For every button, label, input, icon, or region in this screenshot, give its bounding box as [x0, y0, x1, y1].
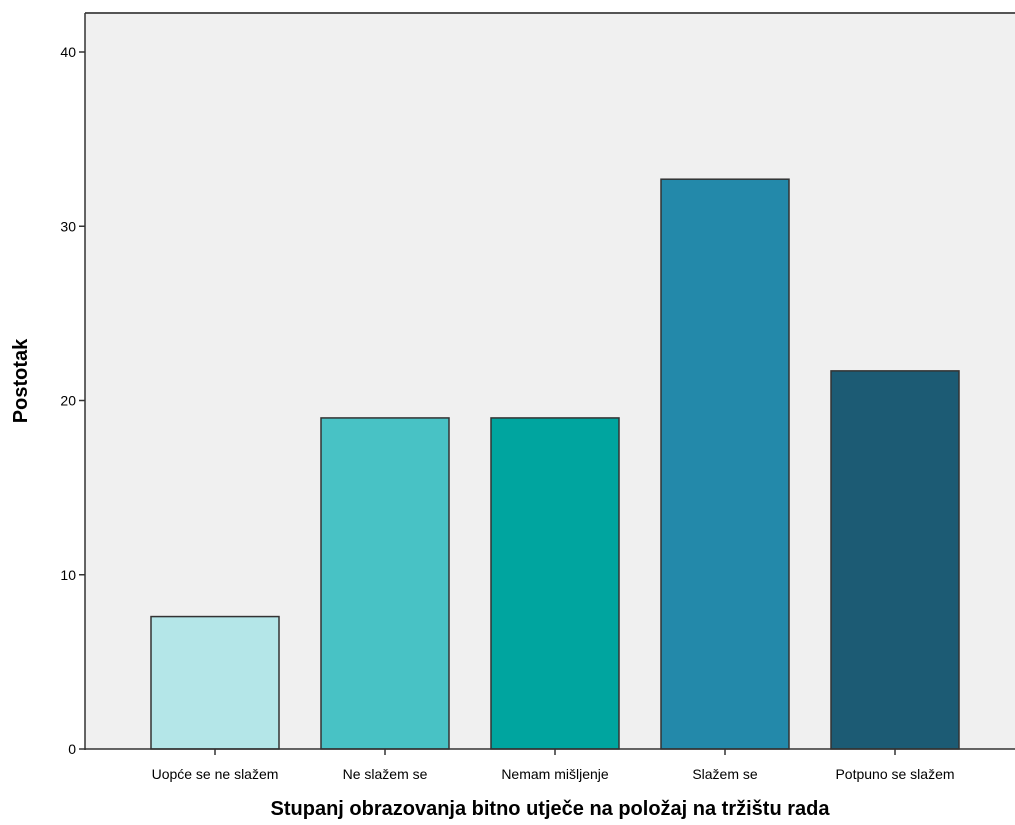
- x-tick-label: Nemam mišljenje: [501, 766, 609, 782]
- x-tick-label: Uopće se ne slažem: [152, 766, 279, 782]
- x-tick-label: Ne slažem se: [343, 766, 428, 782]
- bar: [150, 615, 280, 750]
- x-tick-label: Slažem se: [692, 766, 758, 782]
- y-tick-label: 0: [68, 741, 76, 757]
- y-tick-label: 30: [60, 218, 76, 234]
- x-tick-label: Potpuno se slažem: [835, 766, 954, 782]
- y-tick-label: 40: [60, 44, 76, 60]
- y-ticks-group: 0 10 20 30 40: [60, 44, 85, 757]
- bar: [490, 417, 620, 750]
- x-ticks-group: Uopće se ne slažem Ne slažem se Nemam mišl…: [152, 749, 955, 782]
- bar: [830, 370, 960, 750]
- bar: [320, 417, 450, 750]
- y-tick-label: 20: [60, 393, 76, 409]
- bars-group: [150, 178, 960, 750]
- y-tick-label: 10: [60, 567, 76, 583]
- bar: [660, 178, 790, 750]
- x-axis-title: Stupanj obrazovanja bitno utječe na polo…: [271, 798, 831, 820]
- y-axis-title: Postotak: [10, 338, 32, 423]
